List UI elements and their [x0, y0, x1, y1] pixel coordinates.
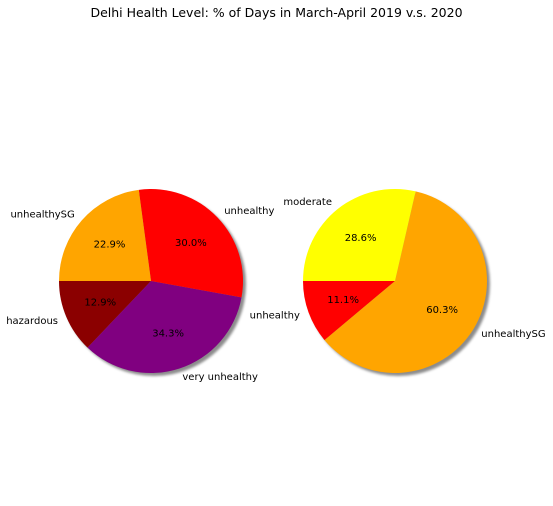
- slice-label-unhealthysg: unhealthySG: [10, 209, 74, 220]
- figure-title: Delhi Health Level: % of Days in March-A…: [90, 5, 463, 20]
- slice-pct-label-unhealthy: 11.1%: [327, 295, 359, 306]
- pie-chart-2020: unhealthy 11.1% unhealthySG 60.3% moderate 28…: [250, 188, 546, 376]
- pie-slice-unhealthysg: [59, 189, 151, 281]
- pie-chart-2019: hazardous 12.9% very unhealthy 34.3% unhealt…: [6, 189, 275, 383]
- pie-slice-hazardous: [59, 281, 151, 348]
- slice-label-unhealthysg: unhealthySG: [481, 329, 545, 340]
- slice-label-unhealthy: unhealthy: [224, 206, 274, 217]
- slice-pct-label-unhealthy: 30.0%: [175, 238, 207, 249]
- pie-slice-unhealthy: [303, 281, 395, 341]
- slice-pct-label-hazardous: 12.9%: [84, 298, 116, 309]
- slice-label-very-unhealthy: very unhealthy: [182, 372, 258, 383]
- pie-slice-unhealthy: [138, 189, 243, 298]
- slice-label-hazardous: hazardous: [6, 316, 58, 327]
- slice-label-moderate: moderate: [283, 197, 332, 208]
- slice-pct-label-very-unhealthy: 34.3%: [152, 329, 184, 340]
- pie-slice-moderate: [303, 188, 416, 281]
- pie-slice-unhealthysg: [324, 191, 487, 373]
- slice-pct-label-unhealthysg: 22.9%: [94, 240, 126, 251]
- slice-label-unhealthy: unhealthy: [250, 311, 300, 322]
- pie-slice-very-unhealthy: [87, 281, 242, 373]
- slice-pct-label-moderate: 28.6%: [345, 233, 377, 244]
- slice-pct-label-unhealthysg: 60.3%: [426, 305, 458, 316]
